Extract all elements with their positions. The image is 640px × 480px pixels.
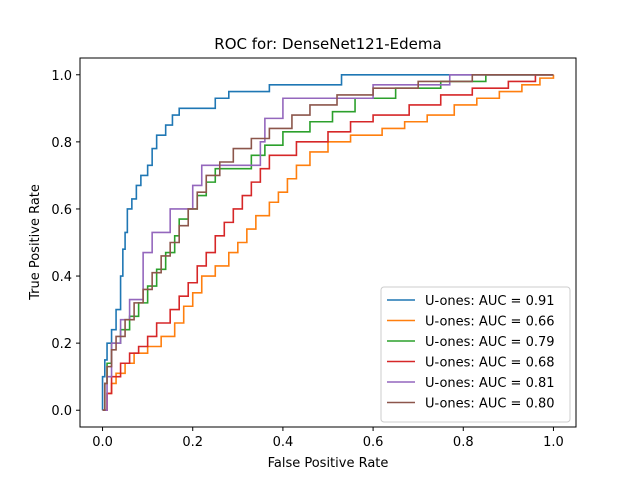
y-axis-ticks: 0.0 0.2 0.4 0.6 0.8 1.0 bbox=[51, 69, 80, 419]
x-tick-label: 0.6 bbox=[363, 435, 384, 450]
y-tick-label: 0.2 bbox=[51, 337, 72, 352]
y-tick-label: 0.6 bbox=[51, 203, 72, 218]
series-line-1 bbox=[101, 73, 554, 411]
legend: U-ones: AUC = 0.91 U-ones: AUC = 0.66 U-on… bbox=[380, 286, 571, 423]
legend-label: U-ones: AUC = 0.81 bbox=[425, 376, 555, 391]
plot-frame bbox=[79, 57, 577, 428]
x-tick-label: 0.0 bbox=[92, 435, 113, 450]
legend-label: U-ones: AUC = 0.66 bbox=[425, 315, 555, 330]
x-tick-label: 0.8 bbox=[453, 435, 474, 450]
x-tick-label: 0.2 bbox=[182, 435, 203, 450]
series-line-2 bbox=[102, 74, 555, 412]
y-tick-label: 0.0 bbox=[51, 404, 72, 419]
series-line-5 bbox=[102, 73, 554, 412]
x-axis-label: False Positive Rate bbox=[268, 456, 389, 471]
legend-label: U-ones: AUC = 0.68 bbox=[425, 356, 555, 371]
series-line-4 bbox=[102, 73, 554, 412]
chart-title: ROC for: DenseNet121-Edema bbox=[214, 35, 441, 53]
y-tick-label: 0.8 bbox=[51, 136, 72, 151]
x-tick-label: 1.0 bbox=[543, 435, 564, 450]
series-layer bbox=[101, 73, 555, 412]
legend-label: U-ones: AUC = 0.80 bbox=[425, 397, 555, 412]
x-axis-ticks: 0.0 0.2 0.4 0.6 0.8 1.0 bbox=[92, 427, 564, 450]
legend-box bbox=[380, 286, 571, 423]
legend-label: U-ones: AUC = 0.79 bbox=[425, 335, 555, 350]
x-tick-label: 0.4 bbox=[273, 435, 294, 450]
y-axis-label: True Positive Rate bbox=[28, 184, 43, 301]
y-tick-label: 0.4 bbox=[51, 270, 72, 285]
series-line-6 bbox=[102, 73, 554, 412]
legend-label: U-ones: AUC = 0.91 bbox=[425, 294, 555, 309]
y-tick-label: 1.0 bbox=[51, 69, 72, 84]
